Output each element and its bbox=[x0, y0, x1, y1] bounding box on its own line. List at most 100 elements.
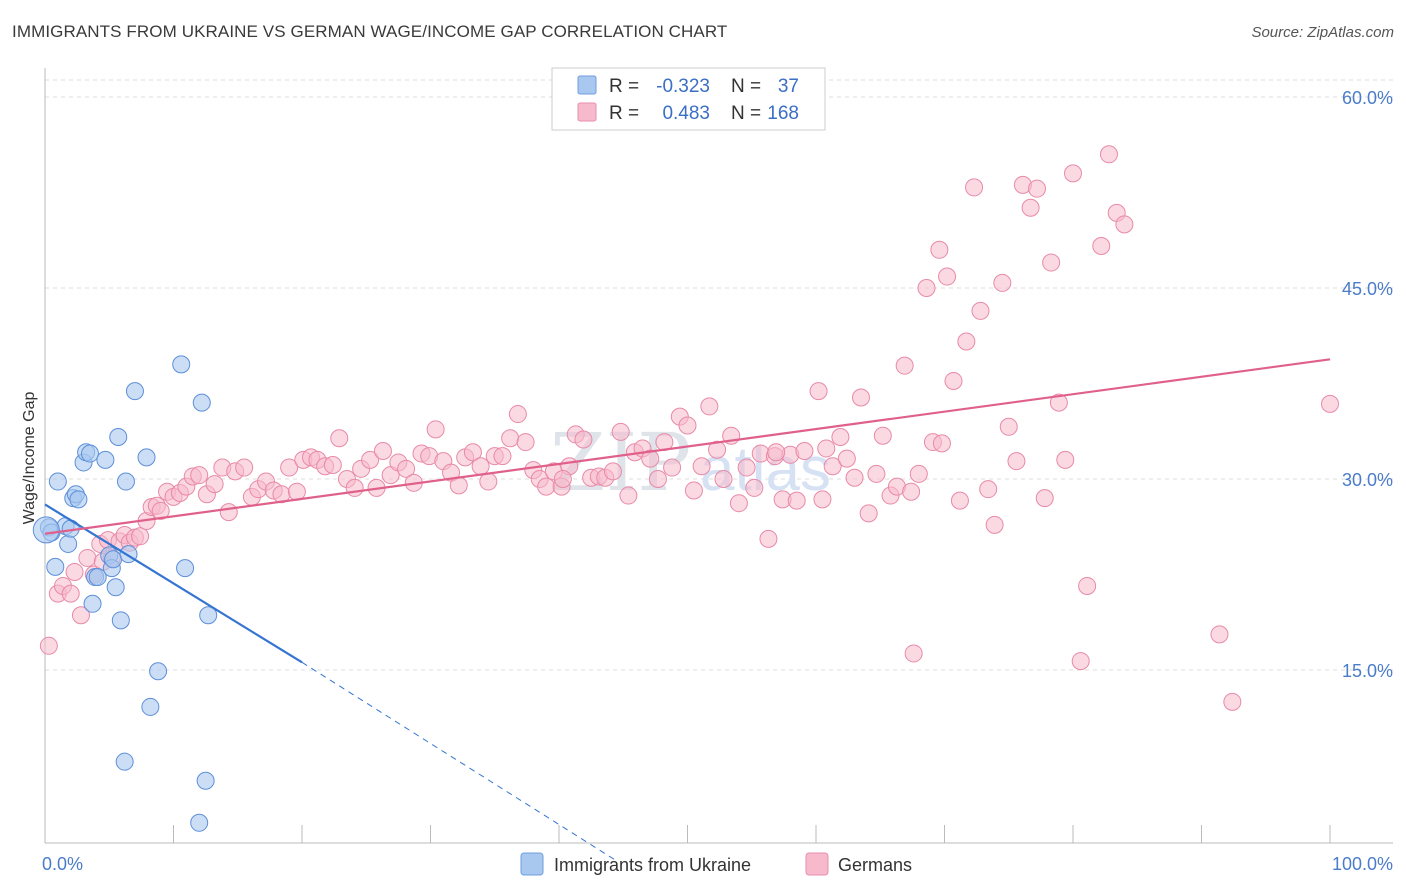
bottom-legend-swatch-germans bbox=[805, 852, 829, 876]
ukraine-point-31 bbox=[199, 606, 218, 625]
german-point-156 bbox=[553, 470, 572, 488]
bottom-legend-label-germans: Germans bbox=[838, 855, 912, 875]
german-point-116 bbox=[859, 504, 878, 523]
german-point-153 bbox=[1210, 625, 1229, 644]
legend-n-value-0: 37 bbox=[778, 76, 799, 97]
legend-swatch-germans bbox=[577, 102, 597, 122]
x-tick-label-start: 0.0% bbox=[42, 854, 83, 874]
german-point-126 bbox=[930, 240, 949, 259]
german-point-111 bbox=[823, 457, 842, 476]
y-tick-label-15: 15.0% bbox=[1342, 661, 1393, 681]
german-point-139 bbox=[1021, 198, 1040, 217]
ukraine-point-30 bbox=[172, 355, 191, 374]
source-credit: Source: ZipAtlas.com bbox=[1251, 24, 1394, 41]
german-point-73 bbox=[537, 477, 556, 496]
german-point-92 bbox=[678, 416, 697, 435]
german-point-114 bbox=[845, 468, 864, 487]
german-point-3 bbox=[61, 584, 80, 603]
y-tick-labels: 15.0% 30.0% 45.0% 60.0% bbox=[1342, 88, 1393, 681]
german-point-54 bbox=[397, 459, 416, 478]
german-point-16 bbox=[131, 527, 150, 546]
ukraine-point-16 bbox=[96, 450, 115, 469]
y-tick-label-45: 45.0% bbox=[1342, 279, 1393, 299]
y-tick-label-60: 60.0% bbox=[1342, 88, 1393, 108]
german-point-44 bbox=[323, 455, 342, 474]
ukraine-point-29 bbox=[176, 559, 195, 578]
german-point-20 bbox=[151, 501, 170, 520]
ukraine-point-9 bbox=[69, 490, 88, 509]
german-point-0 bbox=[39, 636, 58, 655]
german-point-67 bbox=[493, 447, 512, 466]
ukraine-point-19 bbox=[104, 550, 123, 569]
german-point-152 bbox=[904, 644, 923, 663]
german-point-149 bbox=[1099, 145, 1118, 164]
german-point-94 bbox=[692, 457, 711, 476]
ukraine-point-20 bbox=[106, 578, 125, 597]
german-points bbox=[39, 145, 1339, 711]
bottom-legend: Immigrants from Ukraine Germans bbox=[520, 852, 912, 876]
german-point-26 bbox=[190, 466, 209, 485]
german-point-87 bbox=[641, 449, 660, 468]
trendlines bbox=[44, 358, 1331, 862]
german-point-133 bbox=[979, 480, 998, 499]
german-point-30 bbox=[219, 503, 238, 522]
german-point-83 bbox=[611, 422, 630, 441]
y-axis-label: Wage/Income Gap bbox=[21, 392, 38, 525]
german-point-123 bbox=[909, 464, 928, 483]
german-point-5 bbox=[71, 606, 90, 625]
german-point-38 bbox=[280, 458, 299, 477]
axes bbox=[44, 68, 1393, 844]
german-point-155 bbox=[1321, 394, 1339, 413]
german-point-127 bbox=[938, 267, 957, 286]
bottom-legend-label-ukraine: Immigrants from Ukraine bbox=[554, 855, 751, 875]
german-point-4 bbox=[65, 562, 84, 581]
ukraine-point-28 bbox=[149, 662, 168, 681]
ukraine-points bbox=[32, 355, 218, 832]
ukraine-point-12 bbox=[80, 444, 99, 463]
german-point-109 bbox=[809, 382, 828, 401]
german-point-140 bbox=[1028, 179, 1047, 198]
german-point-6 bbox=[78, 548, 97, 567]
ukraine-point-5 bbox=[59, 534, 78, 553]
german-point-88 bbox=[648, 470, 667, 488]
german-point-107 bbox=[787, 491, 806, 510]
german-point-142 bbox=[1042, 253, 1061, 272]
legend-n-label-1: N = bbox=[731, 103, 761, 124]
german-point-113 bbox=[837, 449, 856, 468]
ukraine-point-27 bbox=[141, 697, 160, 716]
german-point-78 bbox=[574, 430, 593, 449]
german-point-47 bbox=[345, 478, 364, 497]
german-point-95 bbox=[700, 397, 719, 416]
german-point-101 bbox=[745, 478, 764, 497]
legend-n-value-1: 168 bbox=[767, 103, 799, 124]
ukraine-point-21 bbox=[109, 427, 128, 446]
german-point-64 bbox=[471, 457, 490, 476]
german-point-143 bbox=[1049, 393, 1068, 412]
german-point-154 bbox=[1223, 692, 1242, 711]
german-point-147 bbox=[1078, 576, 1097, 595]
bottom-legend-swatch-ukraine bbox=[520, 852, 544, 876]
german-point-130 bbox=[957, 332, 976, 351]
german-point-69 bbox=[508, 405, 527, 424]
german-point-63 bbox=[463, 443, 482, 462]
german-point-96 bbox=[708, 440, 727, 459]
german-point-121 bbox=[895, 356, 914, 375]
german-point-90 bbox=[663, 458, 682, 477]
gridlines bbox=[45, 79, 1393, 671]
german-point-110 bbox=[817, 439, 836, 458]
ukraine-point-35 bbox=[115, 752, 134, 771]
ukraine-point-34 bbox=[190, 813, 209, 832]
german-point-137 bbox=[1007, 452, 1026, 471]
german-point-124 bbox=[917, 279, 936, 297]
german-point-159 bbox=[813, 490, 832, 509]
ukraine-point-13 bbox=[83, 594, 102, 613]
legend-r-label-0: R = bbox=[609, 76, 639, 97]
legend-r-value-0: -0.323 bbox=[656, 76, 710, 97]
german-point-100 bbox=[737, 458, 756, 477]
german-point-118 bbox=[873, 426, 892, 445]
german-point-135 bbox=[993, 273, 1012, 292]
german-point-145 bbox=[1064, 164, 1082, 183]
ukraine-point-26 bbox=[137, 448, 156, 467]
german-point-108 bbox=[795, 441, 814, 460]
